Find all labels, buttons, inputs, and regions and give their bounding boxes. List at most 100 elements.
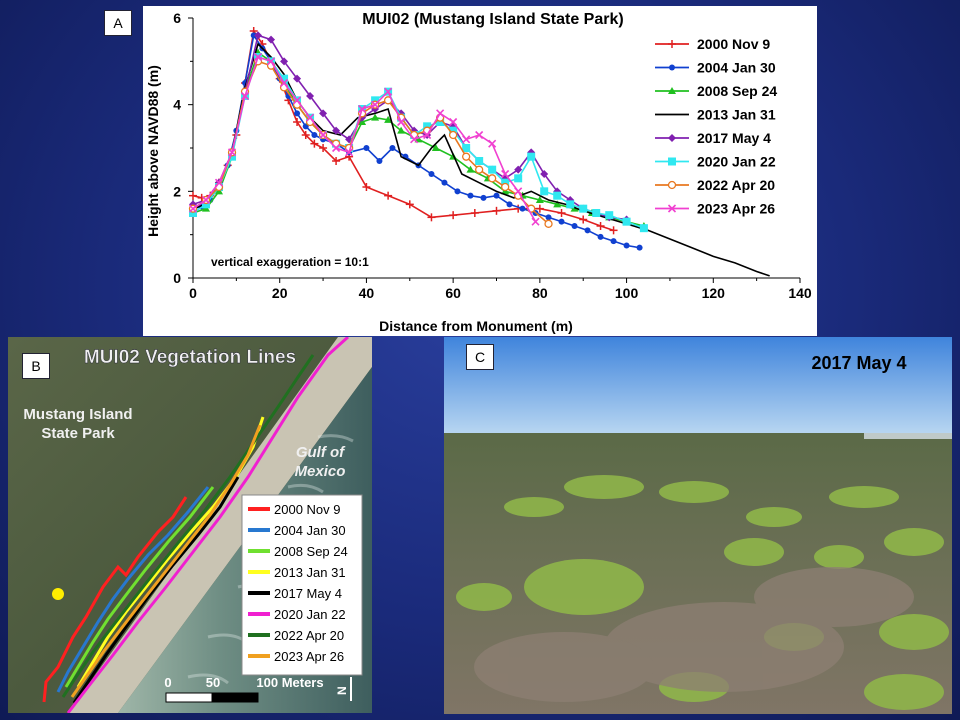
data-point xyxy=(214,178,224,187)
data-point xyxy=(384,115,393,123)
data-point xyxy=(454,188,461,195)
map-legend-label: 2017 May 4 xyxy=(274,586,342,601)
scale-label-50: 50 xyxy=(206,675,220,690)
data-point xyxy=(397,117,406,127)
data-point xyxy=(488,139,497,148)
data-point xyxy=(292,96,302,105)
data-point xyxy=(441,179,448,186)
legend-label: 2000 Nov 9 xyxy=(697,36,770,52)
map-legend-item: 2017 May 4 xyxy=(248,586,342,601)
data-point xyxy=(488,174,497,183)
legend-label: 2023 Apr 26 xyxy=(697,201,775,217)
data-point xyxy=(475,165,484,174)
photo-date: 2017 May 4 xyxy=(811,353,906,373)
x-tick-label: 100 xyxy=(615,285,639,301)
legend-label: 2013 Jan 31 xyxy=(697,107,776,123)
data-point xyxy=(596,222,605,230)
text-line: State Park xyxy=(41,425,115,442)
vegetation-map-panel: MUI02 Vegetation Lines Mustang Island Sta… xyxy=(8,337,372,713)
profile-chart: MUI02 (Mustang Island State Park) 0 20 40 6… xyxy=(145,10,812,334)
scale-label-0: 0 xyxy=(164,675,171,690)
data-point xyxy=(371,113,380,121)
veg-line-2023 xyxy=(70,424,262,698)
legend-marker xyxy=(668,40,676,48)
data-point xyxy=(410,126,419,135)
x-tick-label: 0 xyxy=(189,285,197,301)
data-point xyxy=(436,109,445,118)
veg-line-2022 xyxy=(61,354,315,698)
beach-area xyxy=(68,337,372,713)
data-point xyxy=(267,35,276,44)
data-point xyxy=(240,91,250,101)
map-legend-label: 2022 Apr 20 xyxy=(274,628,344,643)
map-legend-item: 2023 Apr 26 xyxy=(248,649,344,664)
data-point xyxy=(227,148,237,157)
data-point xyxy=(363,145,370,151)
data-point xyxy=(461,152,471,161)
data-point xyxy=(553,200,562,208)
data-point xyxy=(514,187,523,196)
data-point xyxy=(384,87,393,96)
data-point xyxy=(488,165,497,174)
data-point xyxy=(449,117,458,127)
legend-label: 2022 Apr 20 xyxy=(697,177,775,193)
data-point xyxy=(605,211,614,220)
legend-item: 2004 Jan 30 xyxy=(655,60,776,76)
map-legend-label: 2008 Sep 24 xyxy=(274,544,348,559)
series-2008-sep-24 xyxy=(189,48,648,229)
site-photo: 2017 May 4 xyxy=(444,337,952,714)
data-point xyxy=(545,214,552,221)
data-point xyxy=(332,157,341,165)
data-point xyxy=(405,200,414,209)
data-point xyxy=(623,242,630,249)
data-point xyxy=(332,143,341,153)
legend-marker xyxy=(667,180,677,190)
data-point xyxy=(423,122,432,131)
data-point xyxy=(189,191,197,200)
legend-item: 2022 Apr 20 xyxy=(655,177,775,193)
data-point xyxy=(427,213,436,222)
profile-chart-panel: MUI02 (Mustang Island State Park) 0 20 40 6… xyxy=(143,6,817,336)
data-point xyxy=(506,201,513,208)
map-legend-label: 2004 Jan 30 xyxy=(274,523,346,538)
data-point xyxy=(253,52,263,62)
data-point xyxy=(254,31,263,40)
data-point xyxy=(475,130,484,140)
y-tick-label: 0 xyxy=(173,270,181,286)
veg-line-2008 xyxy=(64,486,215,688)
data-point xyxy=(579,204,588,213)
data-point xyxy=(280,57,289,66)
data-point xyxy=(201,195,211,205)
data-point xyxy=(310,139,319,148)
x-tick-label: 80 xyxy=(532,285,548,301)
data-point xyxy=(514,165,523,174)
data-point xyxy=(384,191,393,200)
data-point xyxy=(311,132,318,138)
data-point xyxy=(566,200,575,209)
map-legend-item: 2020 Jan 22 xyxy=(248,607,346,622)
data-point xyxy=(610,238,617,245)
data-point xyxy=(428,171,435,177)
gulf-label: Gulf of Mexico xyxy=(295,444,347,480)
text-line: Mexico xyxy=(295,463,346,480)
data-point xyxy=(553,191,562,200)
legend-marker xyxy=(669,64,675,71)
data-point xyxy=(449,126,458,135)
data-point xyxy=(319,144,328,152)
legend-item: 2013 Jan 31 xyxy=(655,107,776,123)
legend-item: 2008 Sep 24 xyxy=(655,83,777,99)
data-point xyxy=(423,130,432,140)
data-point xyxy=(584,227,591,234)
text-line: Gulf of xyxy=(296,444,346,461)
data-point xyxy=(431,144,440,151)
y-tick-label: 2 xyxy=(173,183,181,199)
scale-bar: 0 50 100 Meters xyxy=(164,675,324,703)
data-point xyxy=(189,209,197,217)
data-point xyxy=(535,196,544,203)
x-tick-label: 60 xyxy=(445,285,461,301)
data-point xyxy=(467,192,474,199)
data-point xyxy=(492,206,501,215)
data-point xyxy=(319,130,328,140)
data-point xyxy=(294,110,301,117)
x-tick-label: 20 xyxy=(272,285,288,301)
